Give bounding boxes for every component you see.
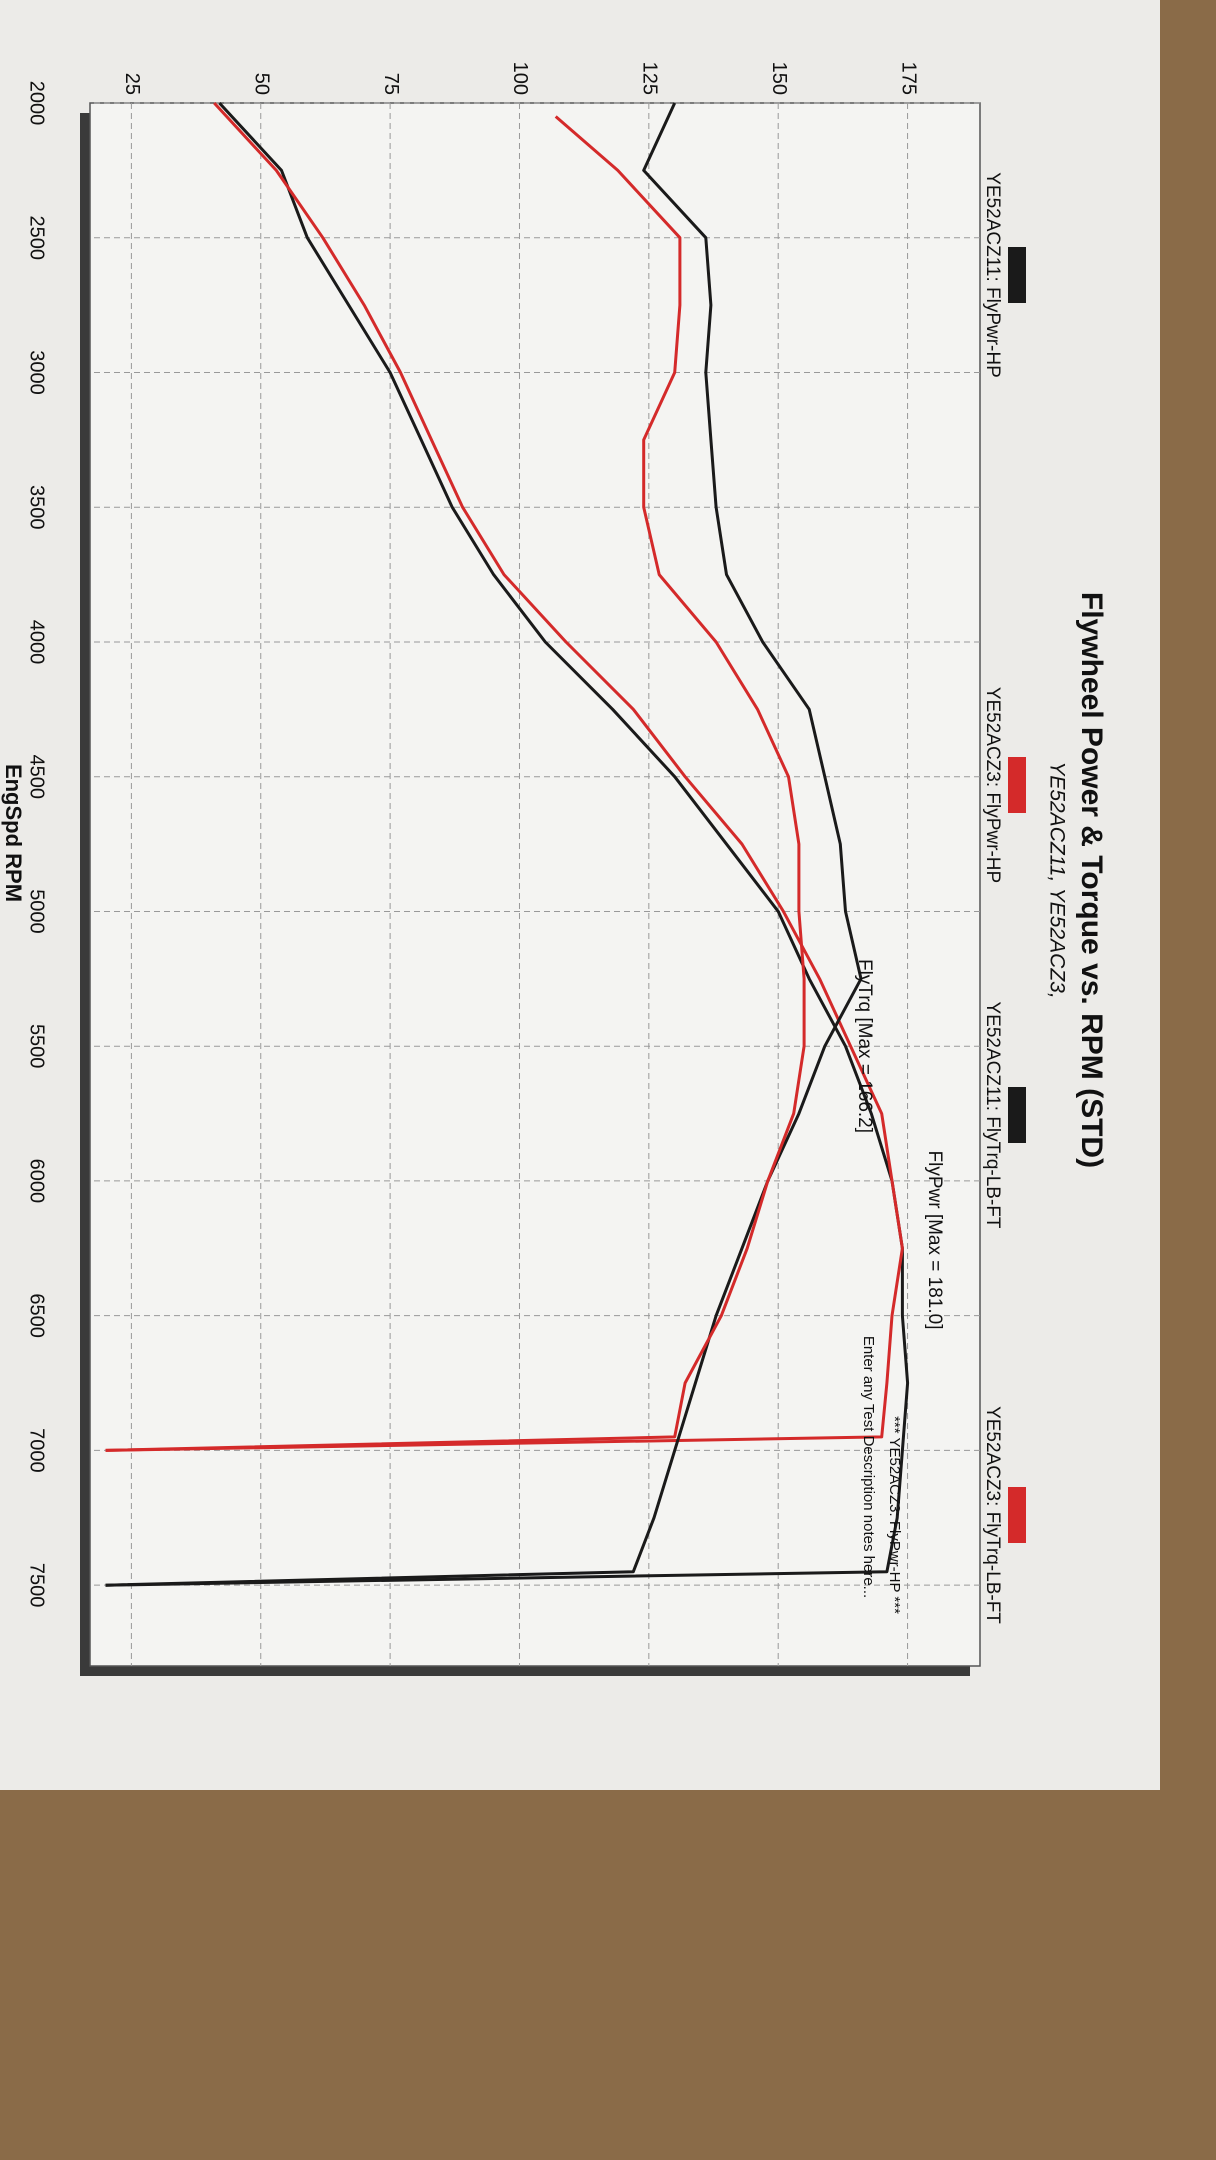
legend-label: YE52ACZ3: FlyTrq-LB-FT — [982, 1406, 1003, 1624]
y-tick-label: 175 — [897, 62, 919, 95]
x-tick-label: 3500 — [26, 485, 48, 530]
legend-label: YE52ACZ11: FlyPwr-HP — [982, 172, 1003, 378]
annotation: FlyTrq [Max = 166.2] — [854, 959, 875, 1133]
x-tick-label: 2500 — [26, 215, 48, 260]
x-tick-label: 2000 — [26, 81, 48, 126]
chart-subtitle: YE52ACZ11, YE52ACZ3, — [1045, 761, 1068, 998]
series-line — [105, 102, 863, 1587]
y-tick-label: 100 — [509, 62, 531, 95]
y-tick-label: 25 — [121, 73, 143, 95]
series-line — [105, 115, 806, 1452]
x-axis-label: EngSpd RPM — [1, 764, 26, 902]
annotation: FlyPwr [Max = 181.0] — [924, 1151, 945, 1330]
chart-title: Flywheel Power & Torque vs. RPM (STD) — [1075, 592, 1108, 1168]
x-tick-label: 5500 — [26, 1024, 48, 1069]
x-tick-label: 4000 — [26, 620, 48, 665]
legend-swatch — [1008, 757, 1026, 813]
series-line — [105, 101, 904, 1452]
annotation: Enter any Test Description notes here... — [860, 1336, 877, 1598]
chart: Flywheel Power & Torque vs. RPM (STD) YE… — [1, 62, 1108, 1676]
y-tick-label: 50 — [250, 73, 272, 95]
x-tick-label: 6000 — [26, 1159, 48, 1204]
x-tick-label: 3000 — [26, 350, 48, 395]
y-tick-label: 75 — [380, 73, 402, 95]
y-tick-label: 125 — [639, 62, 661, 95]
plot-area — [89, 102, 981, 1667]
legend-label: YE52ACZ3: FlyPwr-HP — [982, 687, 1003, 883]
annotation: *** YE52ACZ3: FlyPwr-HP *** — [886, 1416, 903, 1614]
x-tick-label: 6500 — [26, 1293, 48, 1338]
y-tick-label: 150 — [768, 62, 790, 95]
x-tick-label: 5000 — [26, 889, 48, 934]
legend-label: YE52ACZ11: FlyTrq-LB-FT — [982, 1002, 1003, 1229]
x-tick-label: 7500 — [26, 1563, 48, 1608]
series-line — [105, 101, 910, 1587]
legend-swatch — [1008, 247, 1026, 303]
x-tick-label: 7000 — [26, 1428, 48, 1473]
legend-swatch — [1008, 1087, 1026, 1143]
legend-swatch — [1008, 1487, 1026, 1543]
x-tick-label: 4500 — [26, 754, 48, 799]
